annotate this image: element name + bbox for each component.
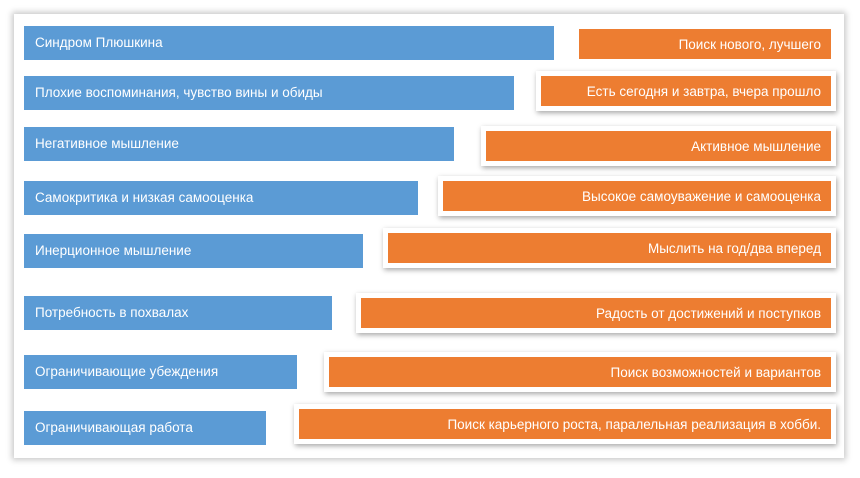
right-item-8: Поиск карьерного роста, паралельная реал… bbox=[294, 404, 836, 444]
right-item-4-label: Высокое самоуважение и самооценка bbox=[443, 181, 831, 211]
left-item-2: Плохие воспоминания, чувство вины и обид… bbox=[24, 76, 514, 110]
left-item-3: Негативное мышление bbox=[24, 127, 454, 161]
right-item-7-label: Поиск возможностей и вариантов bbox=[329, 357, 831, 387]
left-item-7: Ограничивающие убеждения bbox=[24, 355, 297, 389]
right-item-8-label: Поиск карьерного роста, паралельная реал… bbox=[299, 409, 831, 439]
right-item-1: Поиск нового, лучшего bbox=[579, 29, 831, 59]
left-item-4: Самокритика и низкая самооценка bbox=[24, 181, 418, 215]
right-item-2: Есть сегодня и завтра, вчера прошло bbox=[536, 71, 836, 111]
right-item-4: Высокое самоуважение и самооценка bbox=[438, 176, 836, 216]
right-item-6-label: Радость от достижений и поступков bbox=[361, 298, 831, 328]
right-item-3: Активное мышление bbox=[481, 126, 836, 166]
left-item-8: Ограничивающая работа bbox=[24, 411, 266, 445]
right-item-2-label: Есть сегодня и завтра, вчера прошло bbox=[541, 76, 831, 106]
right-item-1-label: Поиск нового, лучшего bbox=[678, 36, 821, 52]
left-item-6: Потребность в похвалах bbox=[24, 296, 332, 330]
left-item-1: Синдром Плюшкина bbox=[24, 26, 554, 60]
left-item-5: Инерционное мышление bbox=[24, 234, 363, 268]
right-item-6: Радость от достижений и поступков bbox=[356, 293, 836, 333]
right-item-5-label: Мыслить на год/два вперед bbox=[388, 233, 831, 263]
right-item-7: Поиск возможностей и вариантов bbox=[324, 352, 836, 392]
right-item-5: Мыслить на год/два вперед bbox=[383, 228, 836, 268]
right-item-3-label: Активное мышление bbox=[486, 131, 831, 161]
